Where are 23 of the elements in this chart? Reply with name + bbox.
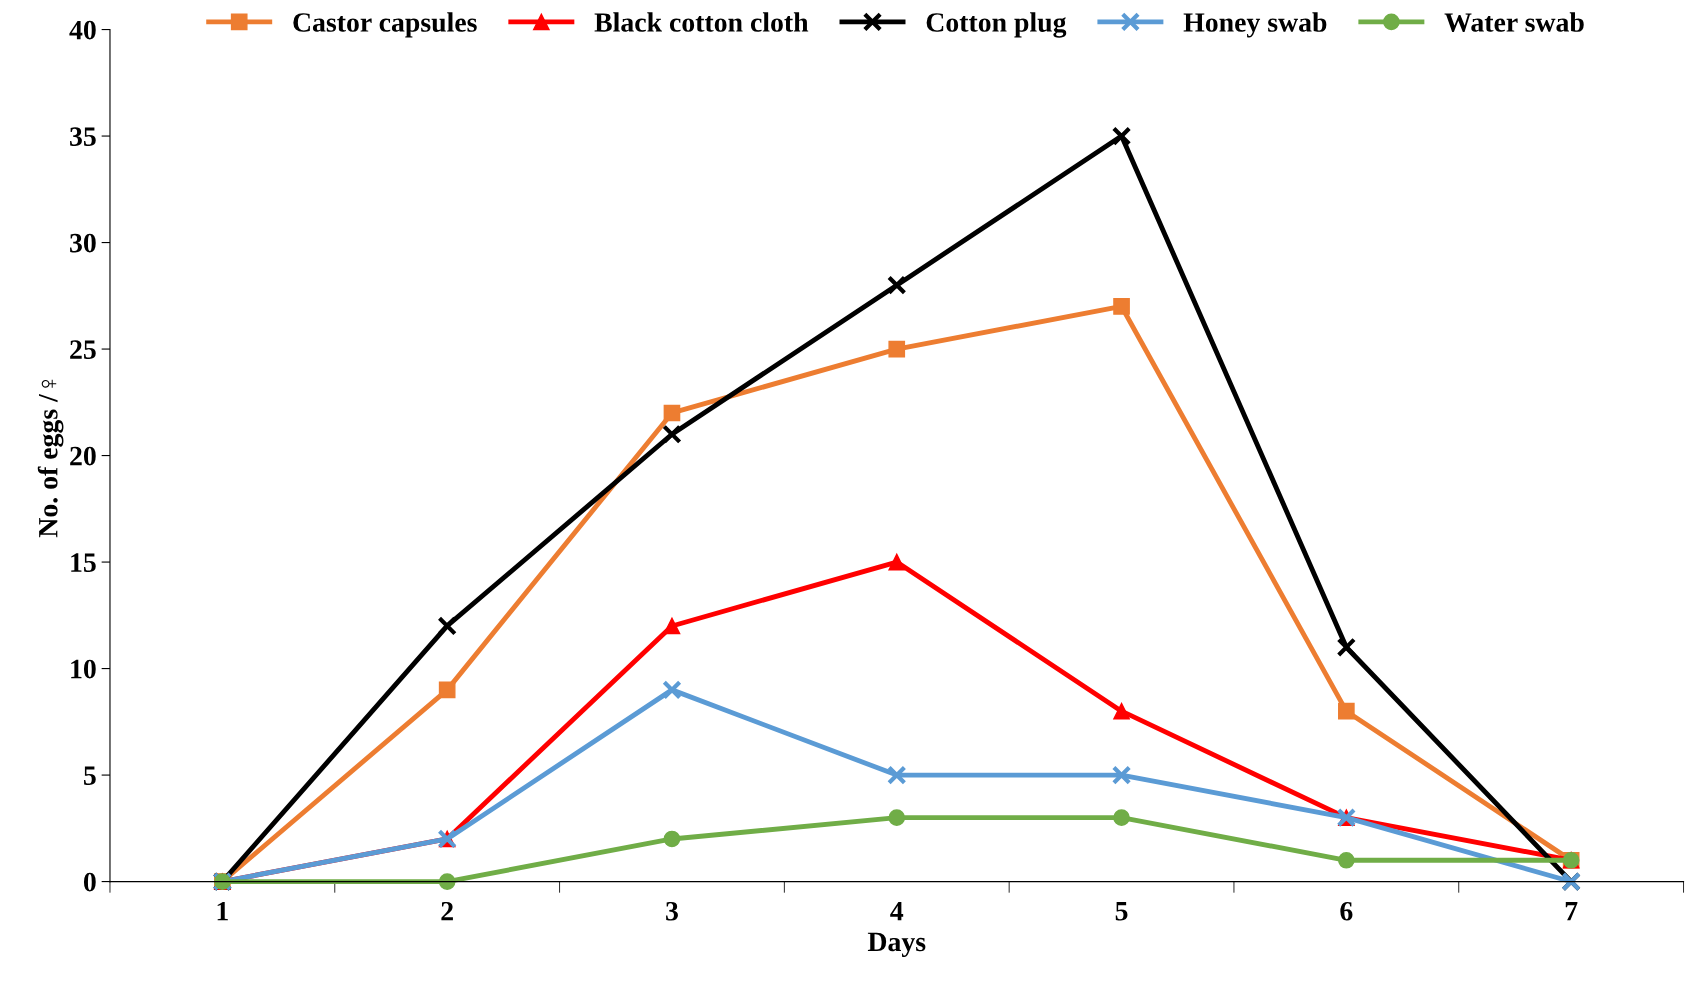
y-axis-title: No. of eggs /♀ — [37, 379, 64, 538]
x-tick-label: 7 — [1565, 902, 1578, 921]
x-tick-label: 2 — [441, 901, 453, 921]
x-tick-label: 1 — [217, 901, 228, 921]
legend-label: Water swab — [1444, 12, 1584, 32]
y-tick-label: 30 — [70, 233, 96, 253]
y-tick-label: 0 — [83, 872, 96, 892]
y-tick-label: 40 — [69, 20, 96, 40]
y-tick-label: 35 — [70, 127, 96, 146]
x-tick-label: 5 — [1115, 902, 1128, 921]
x-tick-label: 3 — [666, 901, 678, 921]
y-tick-label: 5 — [84, 766, 96, 785]
y-tick-label: 25 — [70, 340, 96, 359]
x-tick-label: 4 — [890, 902, 904, 921]
y-tick-label: 10 — [71, 659, 96, 679]
legend-label: Black cotton cloth — [594, 12, 809, 32]
legend-label: Honey swab — [1183, 12, 1327, 38]
legend-label: Castor capsules — [293, 12, 477, 38]
legend-label: Cotton plug — [926, 12, 1067, 38]
y-tick-label: 20 — [70, 446, 96, 466]
x-axis-title: Days — [867, 932, 926, 957]
y-tick-label: 15 — [71, 553, 96, 572]
x-tick-label: 6 — [1340, 901, 1353, 921]
